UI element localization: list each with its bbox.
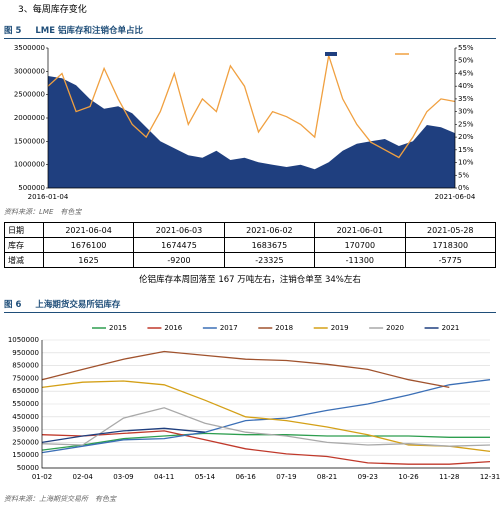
y-tick-label: 50000: [17, 464, 39, 472]
figure-label: 图 6: [4, 300, 22, 310]
y-tick-label: 950000: [12, 349, 39, 357]
source: 资料来源：LME 有色宝: [4, 208, 82, 216]
chart: 500000 1000000 1500000 2000000 2500000 300000…: [14, 44, 476, 201]
y-tick-label: 750000: [12, 374, 39, 382]
x-tick-label: 07-19: [276, 473, 296, 481]
figure-header: 图 6 上海期货交易所铝库存: [4, 298, 496, 313]
y-tick-label: 1000000: [14, 161, 45, 169]
y-tick-label: 2000000: [14, 114, 45, 122]
legend-label: 2019: [331, 324, 349, 332]
x-tick-label: 11-28: [439, 473, 459, 481]
table-cell: 1676100: [42, 237, 135, 253]
line: [41, 350, 450, 389]
x-tick-label: 10-26: [398, 473, 419, 481]
x-tick-label: 12-31: [480, 473, 500, 481]
x-tick-label: 04-11: [154, 473, 174, 481]
table-row: 增减 1625 -9200 -23325 -11300 -5775: [4, 252, 497, 268]
table-cell: 2021-06-02: [223, 222, 316, 238]
table-row: 日期 2021-06-04 2021-06-03 2021-06-02 2021-06-…: [4, 222, 497, 238]
y-tick-label: 850000: [12, 362, 39, 370]
x-tick-label: 2021-06-04: [435, 193, 476, 201]
y2-tick-label: 55%: [458, 44, 474, 52]
y2-tick-label: 5%: [458, 171, 469, 179]
x-tick-label: 2016-01-04: [28, 193, 69, 201]
chart-title: LME 铝库存和注销仓单占比: [35, 26, 144, 36]
chart-title: 上海期货交易所铝库存: [35, 300, 121, 310]
legend-label: 2021: [442, 324, 460, 332]
table-cell: -23325: [223, 252, 316, 268]
figure-header: 图 5 LME 铝库存和注销仓单占比: [4, 24, 496, 39]
figure-label: 图 5: [4, 26, 22, 36]
note: 伦铝库存本周回落至 167 万吨左右，注销仓单至 34%左右: [139, 275, 361, 285]
y-tick-label: 550000: [12, 400, 39, 408]
x-tick-label: 06-16: [235, 473, 256, 481]
legend-label: 注销仓单占比: [412, 49, 454, 58]
table-cell: 2021-06-03: [133, 222, 225, 238]
legend-label: 2015: [109, 324, 127, 332]
y2-tick-label: 40%: [458, 82, 474, 90]
table-cell: 1718300: [404, 237, 497, 253]
y-tick-label: 3500000: [14, 44, 45, 52]
x-tick-label: 08-21: [317, 473, 337, 481]
legend-label: 2017: [220, 324, 238, 332]
table-cell: 日期: [4, 222, 44, 238]
y2-tick-label: 35%: [458, 95, 474, 103]
table-cell: -5775: [404, 252, 497, 268]
legend-label: 2018: [275, 324, 293, 332]
y2-tick-label: 0%: [458, 184, 469, 192]
legend-swatch: [325, 52, 337, 56]
table-cell: 1625: [42, 252, 135, 268]
y-tick-label: 1050000: [8, 336, 39, 344]
y-tick-label: 250000: [12, 438, 39, 446]
intro: 3、每周库存变化: [18, 5, 87, 15]
x-tick-label: 05-14: [195, 473, 216, 481]
source: 资料来源：上海期货交易所 有色宝: [4, 495, 116, 503]
y-tick-label: 450000: [12, 413, 39, 421]
table-cell: 1683675: [223, 237, 316, 253]
axis: [47, 48, 456, 189]
table-cell: 170700: [314, 237, 406, 253]
table-cell: -9200: [133, 252, 225, 268]
table-cell: 2021-06-01: [314, 222, 406, 238]
table-row: 库存 1676100 1674475 1683675 170700 1718300: [4, 237, 497, 253]
line: [47, 55, 456, 159]
y-tick-label: 350000: [12, 426, 39, 434]
table-cell: -11300: [314, 252, 406, 268]
table-cell: 2021-06-04: [42, 222, 135, 238]
y2-tick-label: 30%: [458, 108, 474, 116]
y-tick-label: 2500000: [14, 91, 45, 99]
table-cell: 库存: [4, 237, 44, 253]
axis: [41, 340, 490, 469]
y2-tick-label: 10%: [458, 159, 474, 167]
y2-tick-label: 25%: [458, 120, 474, 128]
y2-tick-label: 45%: [458, 69, 474, 77]
legend-label: 2020: [386, 324, 404, 332]
y-tick-label: 150000: [12, 451, 39, 459]
y-tick-label: 650000: [12, 387, 39, 395]
x-tick-label: 03-09: [113, 473, 133, 481]
table: 日期 2021-06-04 2021-06-03 2021-06-02 2021-06-…: [4, 222, 497, 268]
line: [41, 430, 491, 465]
line: [41, 380, 491, 453]
y2-tick-label: 20%: [458, 133, 474, 141]
y2-tick-label: 15%: [458, 146, 474, 154]
line: [41, 379, 491, 454]
table-cell: 1674475: [133, 237, 225, 253]
table-cell: 增减: [4, 252, 44, 268]
y-tick-label: 500000: [18, 184, 45, 192]
y-tick-label: 1500000: [14, 137, 45, 145]
table-cell: 2021-05-28: [404, 222, 497, 238]
line: [41, 427, 205, 444]
legend-label: 2016: [164, 324, 182, 332]
line: [41, 407, 491, 447]
area: [48, 76, 455, 188]
y-tick-label: 3000000: [14, 67, 45, 75]
y2-tick-label: 50%: [458, 57, 474, 65]
x-tick-label: 02-04: [73, 473, 94, 481]
x-tick-label: 01-02: [32, 473, 52, 481]
chart: 50000 150000 250000 350000 450000 550000 65000…: [8, 324, 500, 481]
legend-label: LME铝库存: [342, 49, 377, 58]
x-tick-label: 09-23: [358, 473, 378, 481]
